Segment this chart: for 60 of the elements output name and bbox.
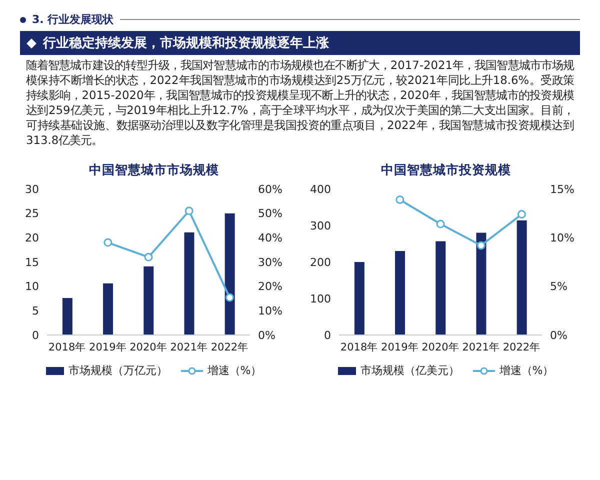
x-tick-label: 2018年: [48, 341, 86, 354]
legend-label: 市场规模（万亿元）: [67, 363, 168, 378]
y2-tick-label: 10%: [258, 304, 282, 318]
x-tick-label: 2021年: [170, 341, 208, 354]
chart-title: 中国智慧城市市场规模: [88, 162, 220, 179]
y-tick-label: 10: [24, 280, 38, 294]
x-tick-label: 2019年: [88, 341, 126, 354]
bar: [354, 262, 364, 335]
y2-tick-label: 15%: [550, 182, 574, 196]
text: 行业稳定持续发展，市场规模和投资规模逐年上涨: [20, 31, 580, 55]
y2-tick-label: 0%: [258, 328, 275, 342]
text: 随着智慧城市建设的转型升级，我国对智慧城市的市场规模也在不断扩大，2017-2021年，我国智慧城市市场规模保持不断增长的状态，2022年我国智慧城市的市场规模达到25万亿元，较2021年同比上升18.6%。受政策持续影响，2015-2020年，我国智慧城市的投资规模呈现不断上升的状态，2020年，我国智慧城市的投资规模达到259亿美元，与2019年相比上升12.7%，高于全球平均水平，成为仅次于美国的第二大支出国家。目前，可持续基础设施、数据驱动治理以及数字化管理是我国投资的重点项目，2022年，我国智慧城市投资规模达到313.8亿美元。: [25, 57, 576, 148]
y2-tick-label: 60%: [258, 182, 282, 196]
y2-tick-label: 20%: [258, 280, 282, 294]
bar: [476, 232, 486, 335]
chart-title: 中国智慧城市投资规模: [380, 162, 512, 179]
x-tick-label: 2020年: [421, 341, 459, 354]
y2-tick-label: 40%: [258, 232, 282, 245]
y-tick-label: 100: [310, 292, 330, 306]
bar: [143, 266, 154, 335]
bar: [516, 220, 526, 335]
y-tick-label: 15: [24, 256, 38, 269]
bar: [184, 232, 194, 335]
y-tick-label: 400: [310, 182, 330, 196]
x-tick-label: 2020年: [129, 341, 167, 354]
x-tick-label: 2022年: [210, 341, 248, 354]
x-tick-label: 2021年: [462, 341, 500, 354]
y-tick-label: 25: [24, 207, 38, 220]
point: [516, 210, 526, 219]
bar: [224, 213, 234, 335]
x-tick-label: 2022年: [502, 341, 540, 354]
y2-tick-label: 0%: [550, 328, 567, 342]
y-tick-label: 0: [32, 328, 38, 342]
point: [184, 206, 193, 216]
text: 3. 行业发展现状: [32, 12, 114, 27]
y-tick-label: 20: [24, 232, 38, 245]
bar: [435, 241, 446, 335]
y-tick-label: 300: [310, 219, 330, 232]
y-tick-label: 5: [32, 304, 38, 318]
y2-tick-label: 30%: [258, 256, 282, 269]
y-tick-label: 30: [24, 182, 38, 196]
legend-label: 增速（%）: [206, 363, 262, 378]
point: [144, 252, 152, 262]
legend-label: 增速（%）: [498, 363, 554, 378]
point: [103, 238, 112, 247]
bar: [394, 251, 405, 335]
point: [476, 241, 485, 250]
x-tick-label: 2019年: [380, 341, 418, 354]
x-tick-label: 2018年: [340, 341, 378, 354]
bar: [102, 283, 113, 335]
point: [395, 195, 404, 204]
point: [436, 220, 444, 228]
y-tick-label: 0: [324, 328, 330, 342]
y2-tick-label: 5%: [550, 280, 567, 294]
y2-tick-label: 50%: [258, 207, 282, 220]
bar: [62, 298, 72, 335]
y-tick-label: 200: [310, 256, 330, 269]
y2-tick-label: 10%: [550, 232, 574, 245]
legend-label: 市场规模（亿美元）: [359, 363, 460, 378]
point: [224, 293, 234, 302]
